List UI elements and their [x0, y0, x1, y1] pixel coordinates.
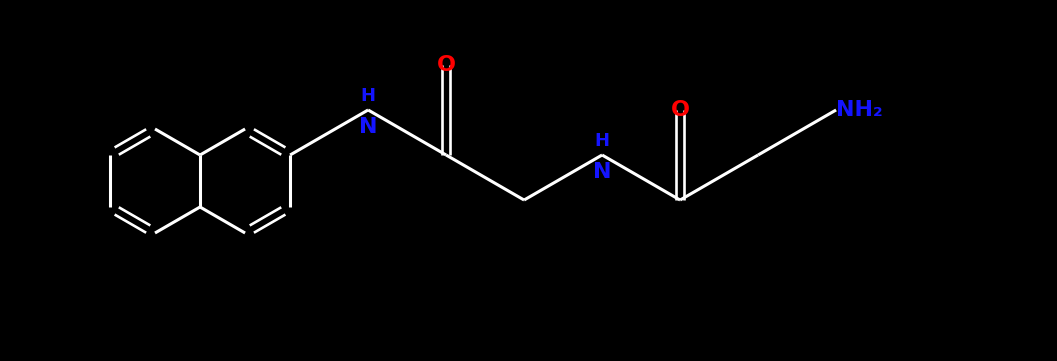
Text: NH₂: NH₂ [836, 100, 883, 120]
Text: N: N [593, 162, 611, 182]
Text: O: O [670, 100, 689, 120]
Text: N: N [358, 117, 377, 137]
Text: O: O [437, 55, 456, 75]
Text: H: H [360, 87, 375, 105]
Text: H: H [595, 132, 610, 150]
